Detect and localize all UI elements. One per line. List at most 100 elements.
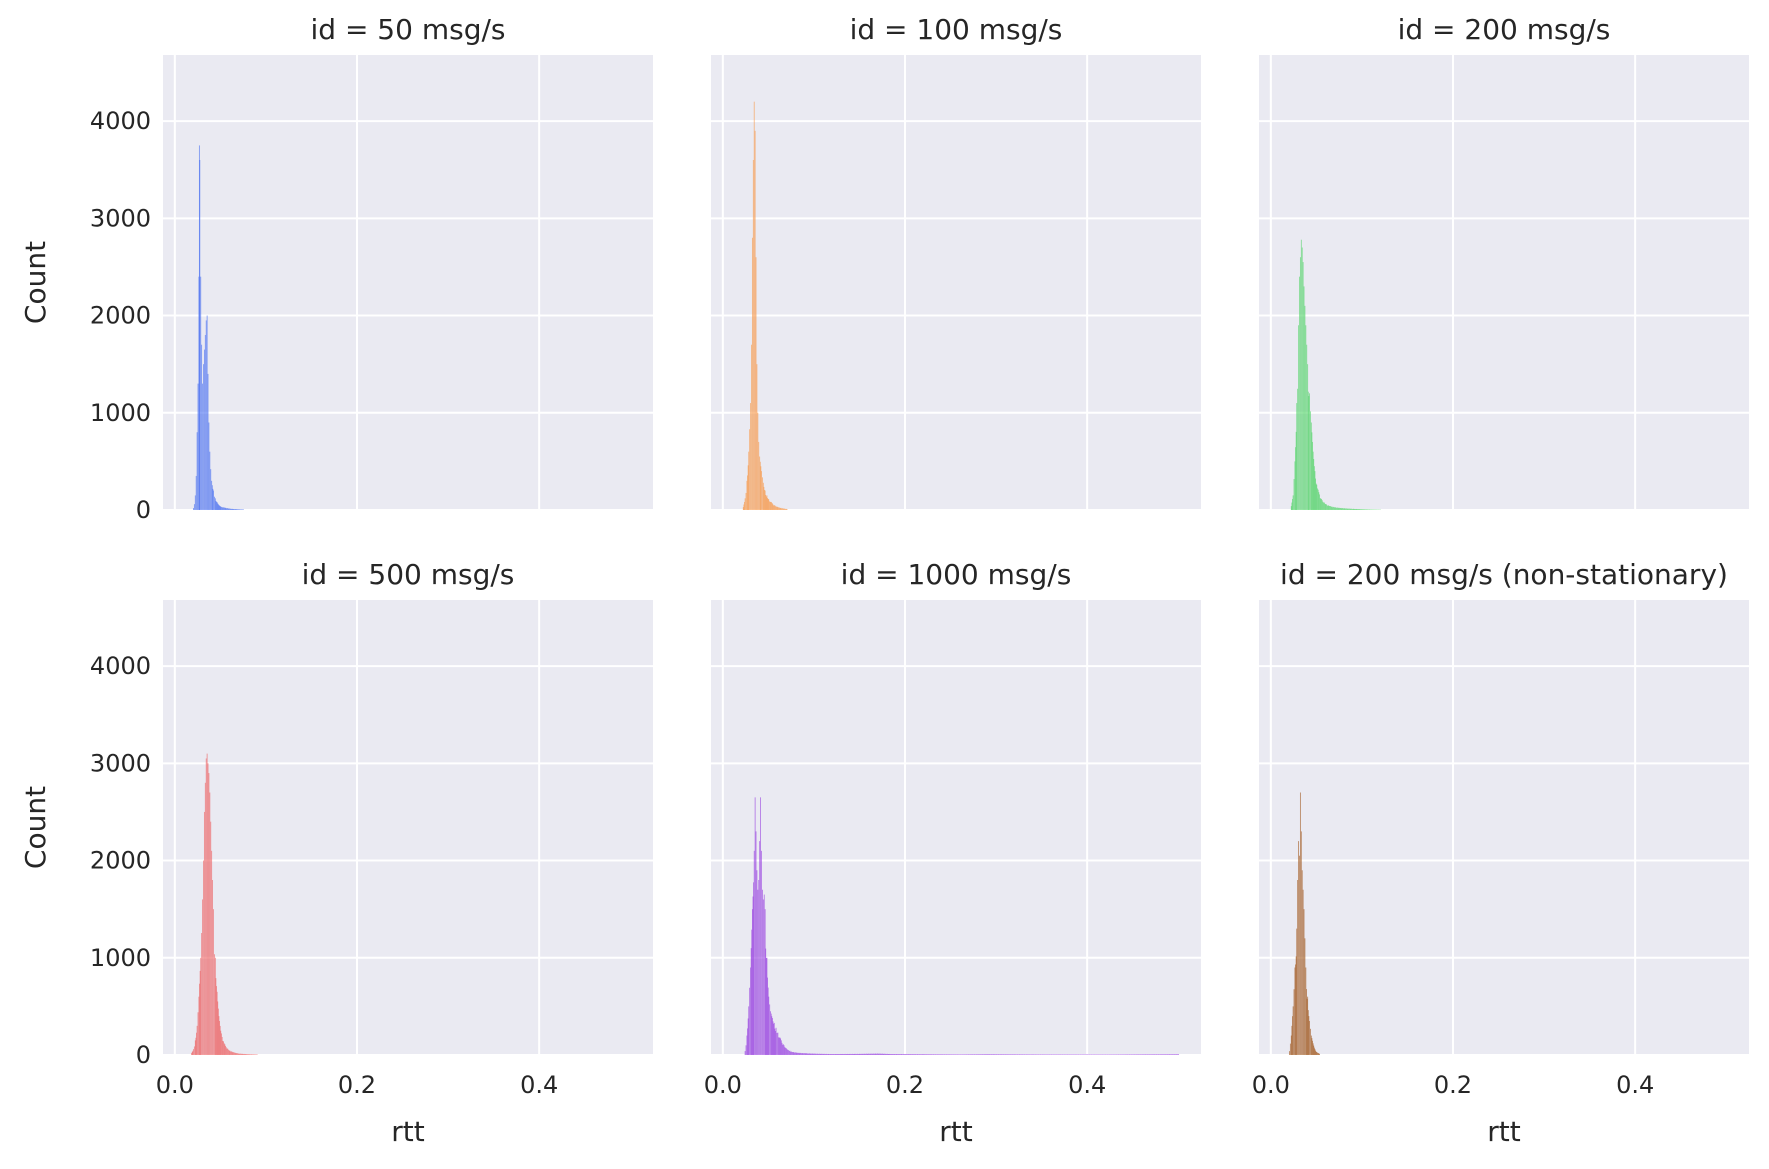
histogram-bar bbox=[780, 1040, 782, 1055]
histogram-bar bbox=[1330, 506, 1332, 510]
histogram-bar bbox=[193, 1046, 195, 1055]
histogram-bar bbox=[1057, 1054, 1059, 1055]
histogram-bar bbox=[1354, 509, 1356, 510]
histogram-bar bbox=[245, 1054, 247, 1055]
histogram-bar bbox=[1033, 1054, 1035, 1055]
histogram-bar bbox=[1332, 507, 1334, 510]
histogram-bar bbox=[751, 929, 753, 1055]
histogram-bar bbox=[1333, 506, 1334, 510]
histogram-bar bbox=[1113, 1054, 1115, 1055]
histogram-bar bbox=[927, 1054, 929, 1055]
histogram-bar bbox=[904, 1054, 906, 1055]
histogram-bar bbox=[1358, 509, 1360, 510]
histogram-bar bbox=[787, 1049, 789, 1055]
histogram-bar bbox=[1039, 1054, 1041, 1055]
histogram-bar bbox=[873, 1053, 875, 1055]
histogram-bar bbox=[1292, 495, 1294, 510]
histogram-bar bbox=[795, 1052, 797, 1055]
histogram-bar bbox=[1362, 509, 1364, 510]
histogram-bar bbox=[1058, 1054, 1059, 1055]
histogram-bar bbox=[778, 1037, 779, 1055]
histogram-bar bbox=[919, 1054, 921, 1055]
histogram-bar bbox=[918, 1054, 920, 1055]
histogram-bar bbox=[786, 1049, 788, 1055]
histogram-bar bbox=[842, 1053, 844, 1055]
histogram-bar bbox=[1031, 1054, 1032, 1055]
histogram-bar bbox=[1361, 509, 1363, 510]
histogram-bar bbox=[1013, 1054, 1015, 1055]
histogram-bar bbox=[222, 507, 224, 510]
histogram-bar bbox=[224, 1044, 226, 1055]
histogram-bar bbox=[832, 1054, 834, 1055]
histogram-bar bbox=[766, 957, 768, 1055]
histogram-bar bbox=[228, 508, 230, 510]
histogram-bar bbox=[217, 1001, 219, 1055]
histogram-bar bbox=[1309, 393, 1310, 510]
histogram-bar bbox=[1142, 1054, 1144, 1055]
histogram-bar bbox=[1298, 325, 1299, 510]
histogram-bar bbox=[850, 1053, 851, 1055]
histogram-bar bbox=[1162, 1054, 1164, 1055]
histogram-bar bbox=[1298, 841, 1299, 1055]
histogram-bar bbox=[782, 508, 784, 510]
histogram-bar bbox=[250, 1054, 252, 1055]
histogram-bar bbox=[1299, 792, 1301, 1055]
histogram-bar bbox=[254, 1054, 256, 1055]
histogram-bar bbox=[850, 1054, 852, 1055]
histogram-bar bbox=[934, 1054, 935, 1055]
histogram-bar bbox=[1035, 1054, 1037, 1055]
histogram-bar bbox=[1318, 492, 1320, 510]
histogram-bar bbox=[1033, 1054, 1035, 1055]
histogram-bar bbox=[804, 1053, 805, 1055]
histogram-bar bbox=[1066, 1054, 1068, 1055]
histogram-bar bbox=[216, 991, 218, 1055]
histogram-bar bbox=[211, 850, 213, 1055]
histogram-bar bbox=[773, 1023, 775, 1055]
histogram-bar bbox=[983, 1054, 985, 1055]
histogram-bar bbox=[908, 1054, 910, 1055]
histogram-bar bbox=[937, 1054, 939, 1055]
histogram-bar bbox=[1080, 1054, 1082, 1055]
histogram-bar bbox=[229, 1050, 231, 1055]
histogram-bar bbox=[861, 1053, 863, 1055]
histogram-bar bbox=[846, 1054, 848, 1055]
histogram-bar bbox=[1291, 1025, 1293, 1055]
histogram-bar bbox=[1015, 1054, 1017, 1055]
histogram-bar bbox=[938, 1054, 940, 1055]
histogram-bar bbox=[981, 1054, 983, 1055]
y-tick-label: 0 bbox=[136, 496, 151, 524]
histogram-bar bbox=[207, 763, 209, 1055]
histogram-bar bbox=[775, 506, 777, 510]
histogram-bar bbox=[1160, 1054, 1162, 1055]
histogram-bar bbox=[1015, 1054, 1016, 1055]
histogram-bar bbox=[907, 1054, 909, 1055]
x-axis-label: rtt bbox=[939, 1115, 972, 1148]
histogram-bar bbox=[888, 1054, 890, 1055]
histogram-bar bbox=[788, 1050, 789, 1055]
histogram-bar bbox=[1175, 1054, 1177, 1055]
histogram-bar bbox=[211, 485, 213, 510]
histogram-bar bbox=[806, 1053, 808, 1055]
histogram-bar bbox=[968, 1054, 970, 1055]
histogram-bar bbox=[1343, 508, 1345, 510]
histogram-bar bbox=[806, 1053, 808, 1055]
histogram-bar bbox=[913, 1054, 914, 1055]
histogram-bar bbox=[782, 1044, 784, 1055]
histogram-bar bbox=[785, 508, 786, 510]
histogram-bar bbox=[881, 1053, 883, 1055]
histogram-bar bbox=[1089, 1054, 1091, 1055]
y-tick-label: 0 bbox=[136, 1041, 151, 1069]
y-tick-label: 1000 bbox=[90, 399, 151, 427]
histogram-bar bbox=[1172, 1054, 1174, 1055]
histogram-bar bbox=[837, 1054, 838, 1055]
histogram-bar bbox=[1341, 508, 1343, 510]
histogram-bar bbox=[918, 1054, 919, 1055]
histogram-bar bbox=[840, 1053, 841, 1055]
histogram-bar bbox=[742, 507, 744, 510]
histogram-bar bbox=[1154, 1054, 1156, 1055]
histogram-bar bbox=[896, 1054, 898, 1055]
histogram-bar bbox=[743, 504, 745, 510]
histogram-bar bbox=[757, 889, 759, 1055]
histogram-bar bbox=[1297, 388, 1299, 510]
histogram-bar bbox=[206, 315, 208, 510]
